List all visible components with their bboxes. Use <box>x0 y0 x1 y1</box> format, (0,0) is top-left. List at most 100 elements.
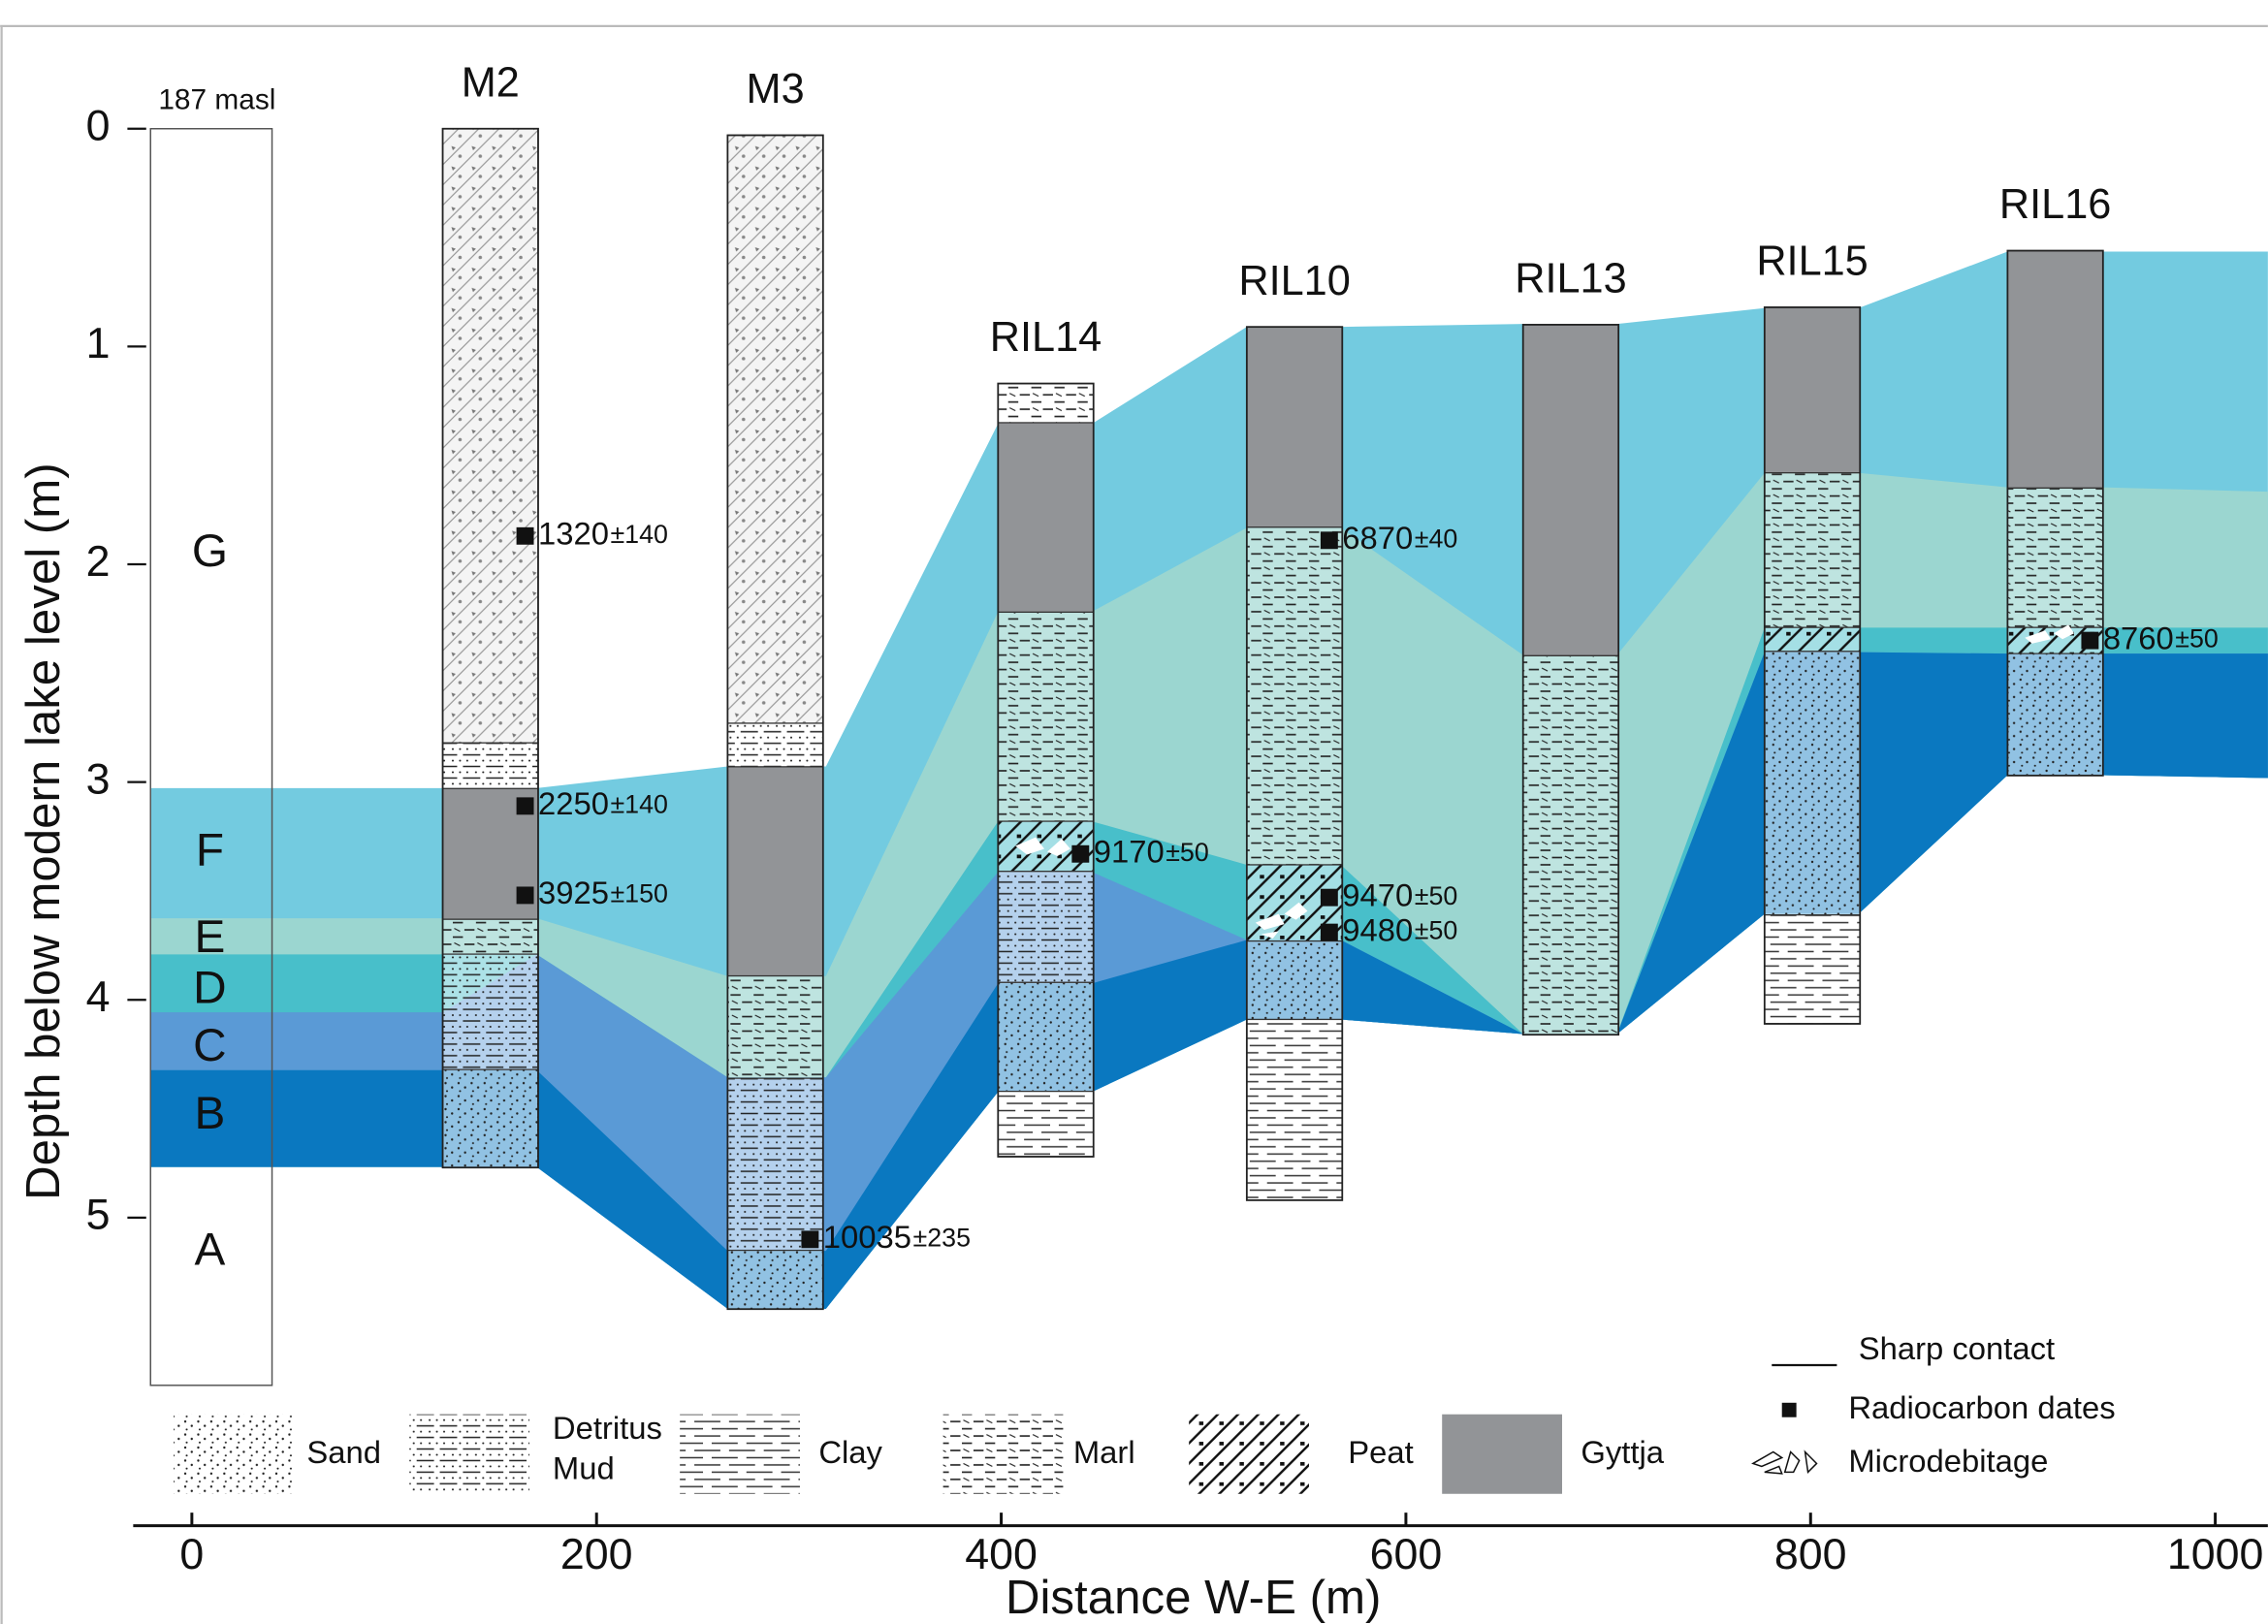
core-segment <box>726 722 824 768</box>
legend-label: Marl <box>1073 1434 1135 1470</box>
core-segment <box>1246 940 1343 1021</box>
unit-label: G <box>192 525 228 577</box>
core-segment <box>441 1068 539 1168</box>
core-segment <box>726 1249 824 1310</box>
unit-label: C <box>193 1020 226 1071</box>
core-name: RIL16 <box>1999 181 2111 228</box>
date-age: 2250 <box>538 785 609 821</box>
date-marker <box>1320 888 1338 907</box>
core-outline <box>441 127 539 1169</box>
legend-swatch <box>174 1414 294 1494</box>
core-segment <box>997 382 1095 424</box>
core-name: RIL15 <box>1756 239 1868 285</box>
microdebitage-shard <box>2025 624 2075 644</box>
date-age: 9480 <box>1342 911 1413 947</box>
core-name: M2 <box>462 59 520 106</box>
legend-label: Clay <box>818 1434 882 1470</box>
core-name: RIL13 <box>1515 256 1626 303</box>
core-segment <box>726 766 824 977</box>
core-outline <box>997 382 1095 1158</box>
core-segment <box>1246 526 1343 866</box>
legend: Sharp contact Radiocarbon dates Microdeb… <box>174 1330 2116 1494</box>
legend-label: Radiocarbon dates <box>1848 1389 2115 1425</box>
date-marker <box>516 886 534 905</box>
core-outline <box>726 134 824 1311</box>
date-marker <box>1320 923 1338 941</box>
unit-bands <box>150 251 2268 1309</box>
date-age: 3925 <box>538 875 609 910</box>
core-segment <box>726 134 824 724</box>
core-name: M3 <box>747 66 805 112</box>
core: M3 10035 ±235 <box>726 66 972 1311</box>
core-segment <box>2006 249 2104 489</box>
date-marker <box>1320 531 1338 550</box>
core-segment <box>1764 651 1861 916</box>
core-name: RIL14 <box>990 314 1102 361</box>
core-segment <box>726 974 824 1079</box>
core-segment <box>997 981 1095 1093</box>
legend-swatch <box>680 1414 800 1494</box>
legend-label: Mud <box>553 1450 615 1486</box>
y-tick-label: 0 <box>86 102 111 150</box>
date-error: ±140 <box>610 789 668 818</box>
microdebitage-shard <box>1255 902 1308 939</box>
microdebitage-shard <box>1015 837 1070 856</box>
y-axis-label: Depth below modern lake level (m) <box>16 462 70 1199</box>
date-marker <box>1071 844 1090 863</box>
core-outline <box>1521 324 1620 1036</box>
date-age: 8760 <box>2103 620 2174 655</box>
date-error: ±50 <box>1415 881 1458 910</box>
core-segment <box>997 611 1095 822</box>
core-segment <box>997 1090 1095 1158</box>
core-segment <box>1764 914 1861 1025</box>
y-tick-label: 3 <box>86 754 111 803</box>
core-segment <box>997 871 1095 983</box>
date-marker <box>516 526 534 545</box>
date-marker <box>516 797 534 815</box>
x-tick-label: 600 <box>1370 1530 1443 1578</box>
core-segment <box>1246 326 1343 528</box>
core-name: RIL10 <box>1238 258 1350 304</box>
core-segment <box>441 128 539 744</box>
legend-swatch <box>409 1414 530 1494</box>
x-axis-label: Distance W-E (m) <box>1006 1571 1381 1624</box>
core-segment <box>2006 487 2104 628</box>
date-error: ±140 <box>610 520 668 549</box>
core: RIL14 9170 ±50 <box>990 314 1209 1158</box>
core-outline <box>1763 306 1862 1025</box>
date-age: 1320 <box>538 515 609 551</box>
core-segment <box>1764 472 1861 628</box>
core-segment <box>2006 653 2104 777</box>
microdebitage <box>1015 624 2075 939</box>
legend-microdebitage <box>1751 1449 1818 1475</box>
legend-swatch <box>1189 1414 1309 1494</box>
legend-swatch <box>1442 1414 1562 1494</box>
x-tick-label: 400 <box>965 1530 1038 1578</box>
y-tick-label: 4 <box>86 972 111 1021</box>
date-marker <box>2081 631 2099 650</box>
x-tick-label: 800 <box>1774 1530 1847 1578</box>
core: RIL13 <box>1515 256 1627 1036</box>
reference-label: 187 masl <box>158 83 275 115</box>
date-marker <box>801 1230 819 1249</box>
date-age: 10035 <box>823 1219 911 1255</box>
unit-label: E <box>194 911 225 963</box>
legend-label: Detritus <box>553 1410 662 1446</box>
y-tick-label: 1 <box>86 319 111 367</box>
unit-label: A <box>194 1224 225 1275</box>
core-segment <box>726 1077 824 1252</box>
core-segment <box>1764 626 1861 653</box>
core: RIL16 8760 ±50 <box>1999 181 2219 777</box>
core-segment <box>441 918 539 955</box>
core-segment <box>441 953 539 1070</box>
x-tick-label: 200 <box>560 1530 633 1578</box>
date-error: ±150 <box>610 879 668 908</box>
date-error: ±235 <box>913 1223 972 1252</box>
date-age: 6870 <box>1342 520 1413 556</box>
unit-label: F <box>196 825 224 876</box>
